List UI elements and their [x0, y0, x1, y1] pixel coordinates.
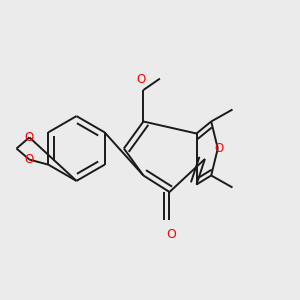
- Text: O: O: [25, 153, 34, 166]
- Text: O: O: [25, 131, 34, 144]
- Text: O: O: [215, 142, 224, 155]
- Text: O: O: [166, 228, 176, 241]
- Text: O: O: [136, 73, 146, 86]
